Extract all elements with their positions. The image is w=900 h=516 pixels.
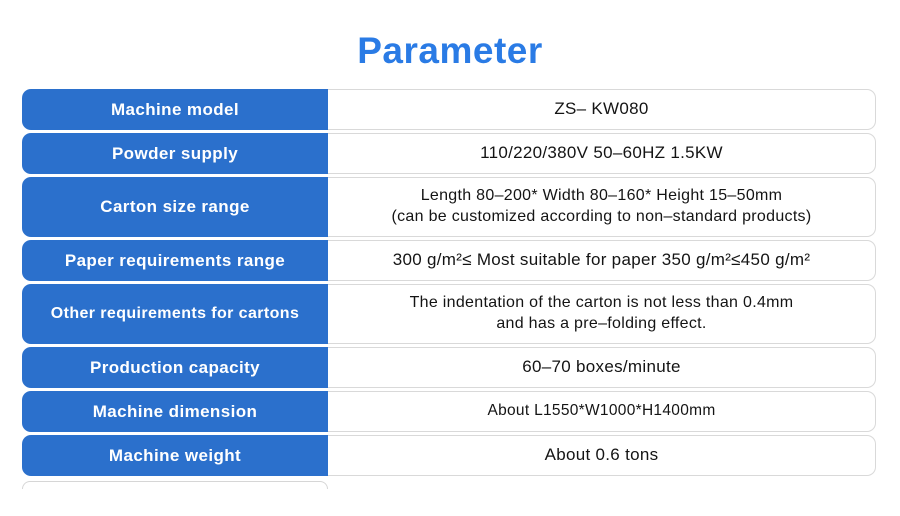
table-row: Machine dimension About L1550*W1000*H140… [22, 391, 876, 432]
value-line: and has a pre–folding effect. [496, 315, 707, 332]
table-row: Other requirements for cartons The inden… [22, 284, 876, 344]
row-label-machine-weight: Machine weight [22, 435, 328, 476]
value-line: (can be customized according to non–stan… [391, 208, 812, 225]
row-label-machine-model: Machine model [22, 89, 328, 130]
value-line: About 0.6 tons [544, 445, 659, 465]
table-row: Paper requirements range 300 g/m²≤ Most … [22, 240, 876, 281]
row-value: 60–70 boxes/minute [328, 347, 876, 388]
row-value: The indentation of the carton is not les… [328, 284, 876, 344]
row-label-machine-dimension: Machine dimension [22, 391, 328, 432]
table-row: Carton size range Length 80–200* Width 8… [22, 177, 876, 237]
value-line: 300 g/m²≤ Most suitable for paper 350 g/… [392, 250, 811, 270]
value-line: Length 80–200* Width 80–160* Height 15–5… [420, 187, 783, 205]
table-row: Machine weight About 0.6 tons [22, 435, 876, 476]
table-row: Production capacity 60–70 boxes/minute [22, 347, 876, 388]
row-value: About L1550*W1000*H1400mm [328, 391, 876, 432]
parameter-table: Machine model ZS– KW080 Powder supply 11… [22, 89, 876, 489]
row-value: Length 80–200* Width 80–160* Height 15–5… [328, 177, 876, 237]
value-line: About L1550*W1000*H1400mm [487, 402, 716, 420]
row-label-other-requirements-for-cartons: Other requirements for cartons [22, 284, 328, 344]
row-label-production-capacity: Production capacity [22, 347, 328, 388]
table-row: Machine model ZS– KW080 [22, 89, 876, 130]
value-line: 110/220/380V 50–60HZ 1.5KW [480, 143, 723, 163]
value-line: 60–70 boxes/minute [522, 357, 681, 377]
row-value: 110/220/380V 50–60HZ 1.5KW [328, 133, 876, 174]
page-title: Parameter [357, 30, 543, 71]
row-value: 300 g/m²≤ Most suitable for paper 350 g/… [328, 240, 876, 281]
cut-off-next-row [22, 481, 328, 489]
row-value: ZS– KW080 [328, 89, 876, 130]
value-line: The indentation of the carton is not les… [409, 294, 794, 312]
row-label-carton-size-range: Carton size range [22, 177, 328, 237]
value-line: ZS– KW080 [554, 99, 649, 119]
row-value: About 0.6 tons [328, 435, 876, 476]
table-row: Powder supply 110/220/380V 50–60HZ 1.5KW [22, 133, 876, 174]
row-label-paper-requirements-range: Paper requirements range [22, 240, 328, 281]
row-label-powder-supply: Powder supply [22, 133, 328, 174]
